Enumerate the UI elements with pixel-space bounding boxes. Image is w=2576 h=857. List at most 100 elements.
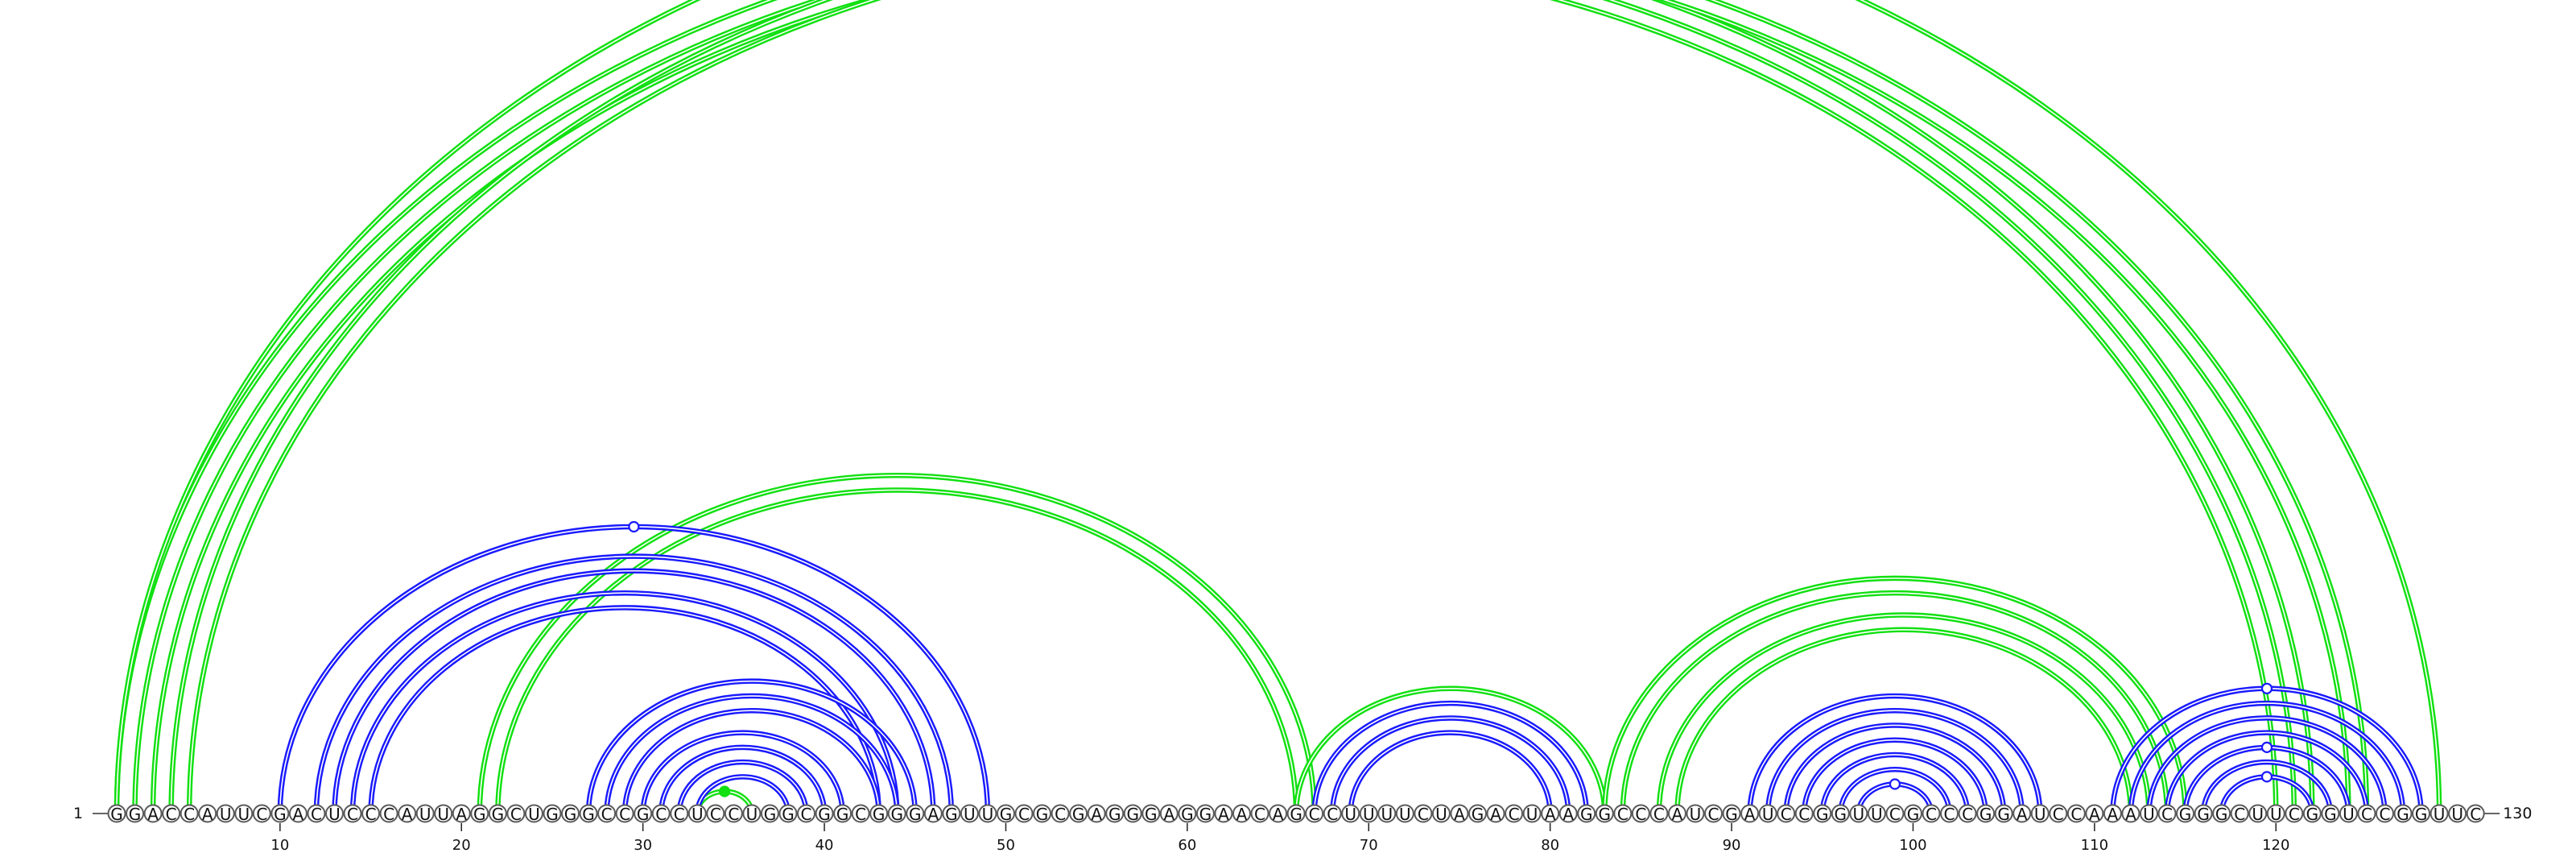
- nucleotide: G: [887, 804, 906, 824]
- nucleotide: C: [1958, 804, 1977, 824]
- nucleotide-letter: G: [129, 805, 142, 824]
- nucleotide-letter: A: [1091, 805, 1102, 824]
- nucleotide-letter: C: [619, 805, 630, 824]
- blue-base-pair-arc: [2200, 759, 2334, 814]
- nucleotide: A: [398, 804, 417, 824]
- nucleotide-letter: C: [510, 805, 522, 824]
- tick-label: 30: [634, 837, 652, 854]
- nucleotide: C: [1414, 804, 1433, 824]
- position-axis: 10 20 30 40 50 60 70 80 90 100 110 120: [270, 823, 2289, 854]
- nucleotide: G: [1813, 804, 1832, 824]
- nucleotide-letter: U: [1871, 805, 1883, 824]
- green-base-pair-arc: [1293, 685, 1608, 814]
- green-base-pair-arc: [477, 472, 1317, 814]
- blue-base-pair-arc: [313, 553, 955, 814]
- nucleotide: G: [1468, 804, 1487, 824]
- nucleotide-letter: C: [2161, 805, 2173, 824]
- nucleotide-letter: G: [1816, 805, 1829, 824]
- nucleotide-letter: C: [1926, 805, 1937, 824]
- nucleotide-letter: G: [1181, 805, 1194, 824]
- nucleotide: G: [634, 804, 653, 824]
- blue-base-pair-arc: [1838, 766, 1952, 814]
- nucleotide-letter: G: [890, 805, 903, 824]
- nucleotide: C: [343, 804, 362, 824]
- nucleotide: C: [1631, 804, 1650, 824]
- nucleotide: U: [1395, 804, 1414, 824]
- nucleotide: G: [2212, 804, 2231, 824]
- nucleotide: A: [1558, 804, 1578, 824]
- nucleotide: G: [1831, 804, 1850, 824]
- nucleotide-letter: C: [1708, 805, 1719, 824]
- nucleotide: U: [1522, 804, 1542, 824]
- arc-apex-marker: [718, 785, 731, 797]
- nucleotide: C: [379, 804, 398, 824]
- nucleotide-letter: C: [1418, 805, 1429, 824]
- blue-base-pair-arc: [2128, 700, 2406, 814]
- nucleotide-letter: G: [2306, 805, 2319, 824]
- nucleotide-letter: U: [2451, 805, 2463, 824]
- nucleotide-letter: A: [927, 805, 939, 824]
- nucleotide: G: [126, 804, 145, 824]
- nucleotide: A: [1087, 804, 1106, 824]
- nucleotide-letter: G: [1199, 805, 1212, 824]
- nucleotide: U: [1849, 804, 1868, 824]
- nucleotide-letter: C: [1944, 805, 1955, 824]
- blue-base-pair-arc: [332, 568, 936, 814]
- nucleotide-letter: U: [1363, 805, 1375, 824]
- nucleotide: C: [670, 804, 689, 824]
- nucleotide-letter: C: [710, 805, 721, 824]
- nucleotide-letter: C: [2361, 805, 2372, 824]
- nucleotide: C: [361, 804, 381, 824]
- nucleotide: G: [1903, 804, 1922, 824]
- nucleotide: G: [760, 804, 779, 824]
- nucleotide: C: [597, 804, 617, 824]
- nucleotide: A: [2013, 804, 2032, 824]
- nucleotide: G: [1577, 804, 1596, 824]
- nucleotide-letter: U: [964, 805, 976, 824]
- nucleotide-letter: C: [601, 805, 613, 824]
- nucleotide: A: [288, 804, 308, 824]
- green-base-pair-arc: [132, 0, 2297, 814]
- nucleotide-letter: G: [1580, 805, 1593, 824]
- nucleotide-letter: U: [237, 805, 250, 824]
- nucleotide-letter: C: [1617, 805, 1629, 824]
- nucleotide: U: [2266, 804, 2285, 824]
- nucleotide: G: [2393, 804, 2413, 824]
- sequence-start-label: 1: [73, 805, 83, 822]
- nucleotide: G: [1595, 804, 1614, 824]
- tick-label: 120: [2262, 837, 2289, 854]
- blue-base-pair-arc: [676, 759, 809, 814]
- nucleotide-letter: G: [2396, 805, 2409, 824]
- nucleotide-letter: C: [855, 805, 866, 824]
- nucleotide: U: [2248, 804, 2268, 824]
- nucleotide-letter: G: [2215, 805, 2228, 824]
- nucleotide: U: [216, 804, 235, 824]
- tick-label: 110: [2081, 837, 2108, 854]
- nucleotide-letter: C: [166, 805, 177, 824]
- nucleotide: U: [742, 804, 762, 824]
- green-base-pair-arc: [495, 487, 1299, 814]
- green-base-pair-arc: [168, 0, 2370, 814]
- nucleotide-letter: U: [1762, 805, 1774, 824]
- nucleotide: G: [906, 804, 925, 824]
- nucleotide: U: [1758, 804, 1777, 824]
- blue-base-pair-arc: [2146, 715, 2388, 814]
- nucleotide: G: [1105, 804, 1125, 824]
- sequence-end-label: 130: [2503, 805, 2532, 822]
- nucleotide: A: [2103, 804, 2122, 824]
- tick-label: 40: [815, 837, 834, 854]
- nucleotide-letter: C: [256, 805, 267, 824]
- nucleotide-letter: C: [1635, 805, 1646, 824]
- nucleotide-letter: A: [1454, 805, 1465, 824]
- nucleotide-letter: G: [1472, 805, 1484, 824]
- nucleotide-letter: U: [746, 805, 758, 824]
- tick-label: 10: [270, 837, 289, 854]
- green-base-pair-arc: [1602, 575, 2188, 814]
- nucleotide: G: [2194, 804, 2213, 824]
- nucleotide-letter: U: [2143, 805, 2155, 824]
- nucleotide: U: [415, 804, 435, 824]
- nucleotide-letter: A: [2107, 805, 2119, 824]
- nucleotide: U: [2030, 804, 2050, 824]
- nucleotide: U: [1341, 804, 1360, 824]
- nucleotide: U: [1377, 804, 1397, 824]
